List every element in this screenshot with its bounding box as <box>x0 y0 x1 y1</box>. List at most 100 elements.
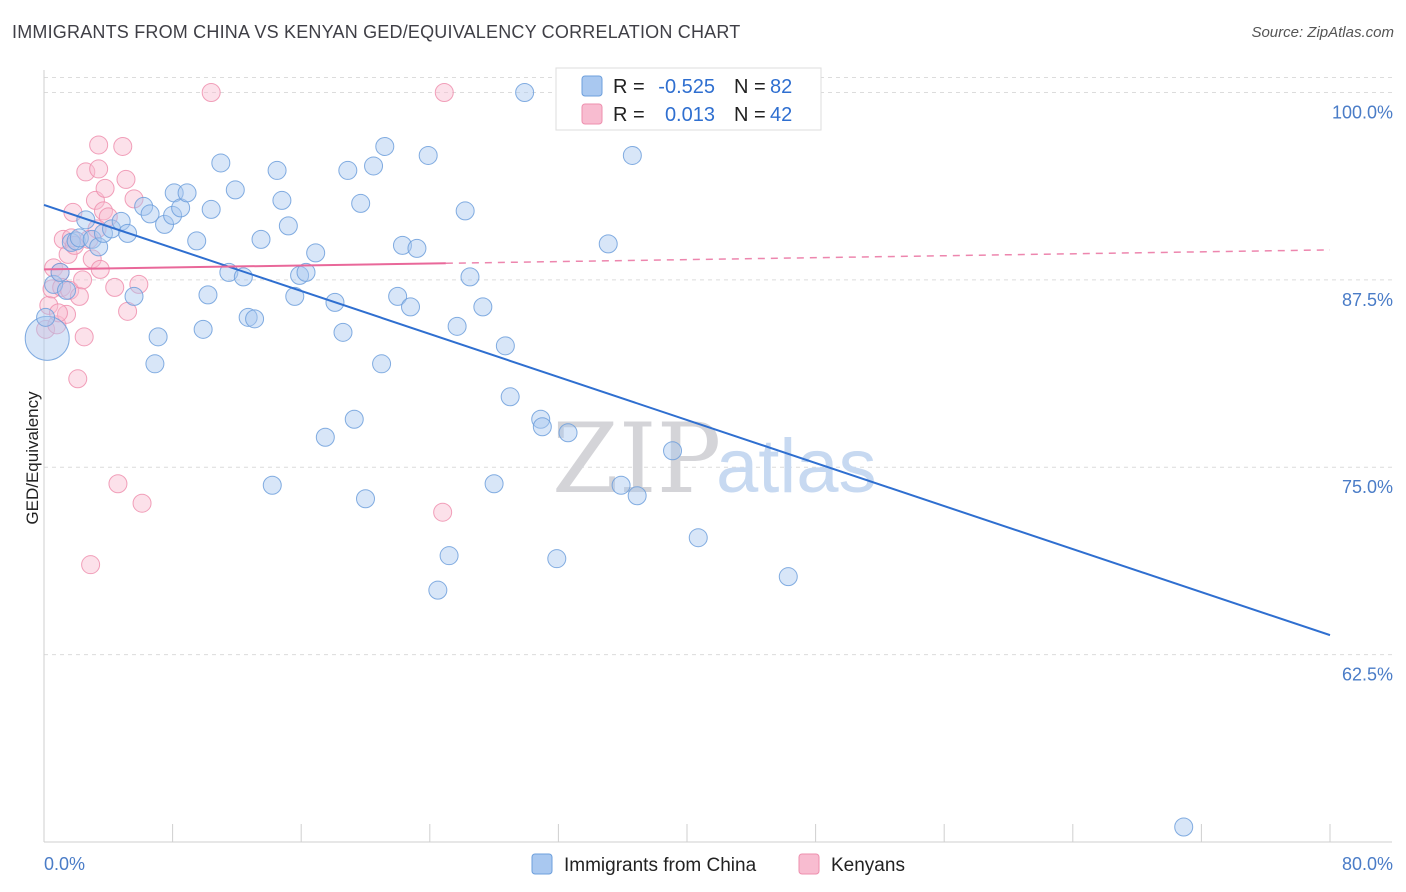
trend-layer <box>43 203 1331 637</box>
point-kenyans <box>433 502 453 522</box>
point-china <box>484 474 504 494</box>
point-china <box>262 475 282 495</box>
point-kenyans <box>73 270 93 290</box>
stats-legend-n-label-kenyans: N = <box>734 104 766 126</box>
bottom-legend-swatch-kenyans <box>798 853 820 875</box>
trendline-kenyans-dashed <box>445 249 1331 265</box>
point-china <box>338 160 358 180</box>
point-china <box>296 262 316 282</box>
point-china <box>57 280 77 300</box>
point-kenyans <box>81 555 101 575</box>
point-china <box>598 234 618 254</box>
point-china <box>500 387 520 407</box>
stats-legend: R = -0.525 N = 82 R = 0.013 N = 42 <box>555 67 822 131</box>
point-kenyans <box>129 274 149 294</box>
point-china <box>418 145 438 165</box>
grid-layer <box>44 76 1392 656</box>
points-layer <box>24 82 1194 837</box>
point-china <box>193 319 213 339</box>
point-kenyans <box>434 82 454 102</box>
point-kenyans <box>132 493 152 513</box>
y-tick-label: 62.5% <box>1342 665 1393 685</box>
point-kenyans <box>124 189 144 209</box>
point-china <box>333 322 353 342</box>
chart-source: Source: ZipAtlas.com <box>1251 24 1394 41</box>
point-kenyans <box>113 136 133 156</box>
point-china <box>532 417 552 437</box>
point-china <box>344 409 364 429</box>
point-china <box>428 580 448 600</box>
point-china <box>285 286 305 306</box>
point-china <box>392 235 412 255</box>
stats-legend-r-label-china: R = <box>613 76 645 98</box>
point-kenyans <box>39 295 59 315</box>
point-china <box>145 354 165 374</box>
point-china <box>531 409 551 429</box>
point-china <box>495 336 515 356</box>
point-china <box>401 297 421 317</box>
y-axis-title: GED/Equivalency <box>23 391 42 525</box>
x-tick-label-min: 0.0% <box>44 854 85 874</box>
point-kenyans <box>95 178 115 198</box>
point-kenyans <box>68 369 88 389</box>
point-kenyans <box>108 474 128 494</box>
x-tick-label-max: 80.0% <box>1342 854 1393 874</box>
point-china <box>140 204 160 224</box>
point-china <box>211 153 231 173</box>
point-kenyans <box>201 82 221 102</box>
point-kenyans <box>89 159 109 179</box>
point-china <box>44 274 64 294</box>
point-china <box>245 309 265 329</box>
point-china <box>663 441 683 461</box>
point-kenyans <box>89 135 109 155</box>
tick-label-layer: 62.5% 75.0% 87.5% 100.0% 0.0% 80.0% <box>44 102 1393 874</box>
point-china <box>306 243 326 263</box>
point-china <box>36 307 56 327</box>
stats-legend-r-value-china: -0.525 <box>658 76 715 98</box>
watermark: ZIP atlas <box>552 403 877 515</box>
axes-layer <box>43 70 1392 843</box>
bottom-legend-label-kenyans: Kenyans <box>831 855 905 876</box>
y-tick-label: 100.0% <box>1332 102 1393 122</box>
point-kenyans <box>74 327 94 347</box>
stats-legend-swatch-china <box>581 75 603 97</box>
bottom-legend-label-china: Immigrants from China <box>564 855 757 876</box>
point-china <box>82 229 102 249</box>
point-china <box>66 231 86 251</box>
point-china <box>278 216 298 236</box>
stats-legend-swatch-kenyans <box>581 103 603 125</box>
point-china <box>622 145 642 165</box>
point-china <box>460 267 480 287</box>
point-china <box>473 297 493 317</box>
point-china <box>187 231 207 251</box>
point-china <box>201 199 221 219</box>
point-kenyans <box>57 304 77 324</box>
point-china <box>267 160 287 180</box>
point-china <box>134 196 154 216</box>
point-kenyans <box>69 286 89 306</box>
stats-legend-r-label-kenyans: R = <box>613 104 645 126</box>
y-tick-label: 87.5% <box>1342 290 1393 310</box>
point-china <box>50 262 70 282</box>
point-china <box>315 427 335 447</box>
point-china <box>177 183 197 203</box>
point-china <box>238 307 258 327</box>
point-china <box>351 193 371 213</box>
stats-legend-n-value-kenyans: 42 <box>770 104 792 126</box>
point-kenyans <box>76 162 96 182</box>
point-china <box>1174 817 1194 837</box>
y-tick-label: 75.0% <box>1342 477 1393 497</box>
point-kenyans <box>105 277 125 297</box>
bottom-legend: Immigrants from China Kenyans <box>531 853 905 876</box>
point-china <box>148 327 168 347</box>
trendline-china <box>43 203 1331 637</box>
stats-legend-n-label-china: N = <box>734 76 766 98</box>
point-china <box>515 82 535 102</box>
point-china <box>627 486 647 506</box>
point-china <box>388 286 408 306</box>
point-kenyans <box>47 315 67 335</box>
point-china <box>372 354 392 374</box>
point-china <box>407 238 427 258</box>
point-kenyans <box>116 169 136 189</box>
